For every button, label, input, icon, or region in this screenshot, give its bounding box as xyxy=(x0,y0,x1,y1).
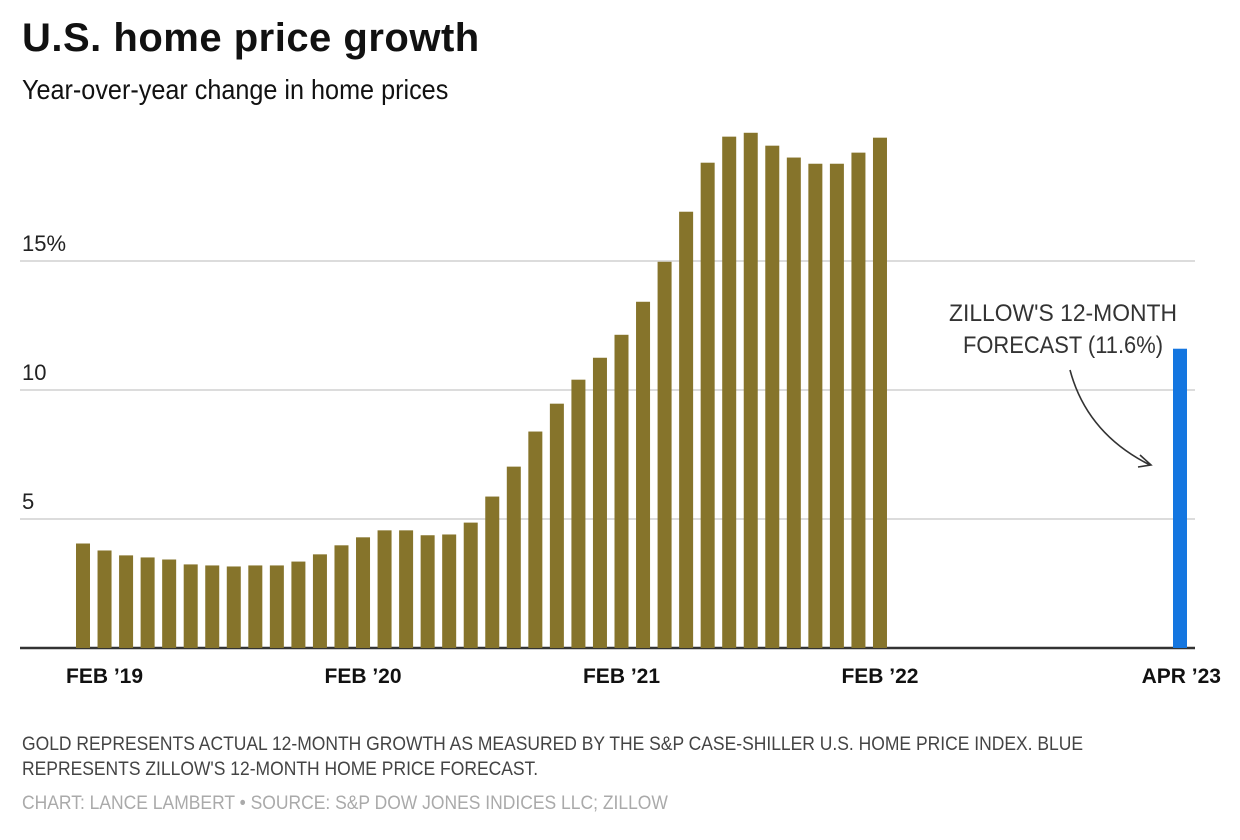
x-tick-label: FEB ’19 xyxy=(66,665,143,688)
bar-actual xyxy=(485,496,500,648)
bar-forecast xyxy=(1173,348,1187,648)
bar-actual xyxy=(420,535,435,648)
bar-actual xyxy=(377,530,392,648)
y-tick-label: 5 xyxy=(22,489,34,514)
bar-actual xyxy=(334,545,349,648)
bar-actual xyxy=(226,566,241,648)
bar-actual xyxy=(657,261,672,648)
bar-actual xyxy=(205,565,220,648)
bar-actual xyxy=(506,466,521,648)
bar-actual xyxy=(312,554,327,648)
bar-actual xyxy=(786,157,801,649)
bar-actual xyxy=(97,550,112,648)
bar-actual xyxy=(76,543,90,648)
bar-actual xyxy=(399,530,414,648)
bar-actual xyxy=(592,357,607,648)
chart-subtitle: Year-over-year change in home prices xyxy=(22,74,449,105)
bar-actual xyxy=(140,557,155,648)
bar-actual xyxy=(248,565,263,648)
bar-actual xyxy=(183,564,198,648)
chart-footnote: GOLD REPRESENTS ACTUAL 12-MONTH GROWTH A… xyxy=(22,734,1084,780)
x-tick-label: APR ’23 xyxy=(1142,665,1221,688)
bar-actual xyxy=(549,403,564,648)
bar-actual xyxy=(679,211,694,649)
bar-actual xyxy=(291,561,306,648)
x-tick-label: FEB ’21 xyxy=(583,665,660,688)
bar-actual xyxy=(463,522,478,648)
bar-actual xyxy=(356,537,371,648)
bar-actual xyxy=(829,163,844,648)
annotation-arrow-icon xyxy=(1069,369,1153,468)
bar-actual xyxy=(722,136,737,649)
bar-actual xyxy=(700,162,715,648)
forecast-annotation: ZILLOW'S 12-MONTH FORECAST (11.6%) xyxy=(949,300,1177,468)
x-tick-label: FEB ’22 xyxy=(841,665,918,688)
y-tick-label: 15% xyxy=(22,231,66,256)
bar-actual xyxy=(528,431,543,648)
bar-actual xyxy=(765,145,780,648)
bar-actual xyxy=(119,555,134,648)
chart-title: U.S. home price growth xyxy=(22,16,480,60)
bar-actual xyxy=(614,334,629,648)
x-tick-label: FEB ’20 xyxy=(325,665,402,688)
bar-actual xyxy=(571,379,586,648)
bar-actual xyxy=(872,137,887,648)
bar-chart: 5 10 15% FEB ’19 FEB ’20 FEB ’21 FEB ’22 APR ’… xyxy=(20,132,1221,688)
bar-actual xyxy=(162,559,177,648)
bar-actual xyxy=(636,301,651,648)
y-tick-label: 10 xyxy=(22,360,46,385)
annotation-line-2: FORECAST (11.6%) xyxy=(963,332,1163,359)
bar-actual xyxy=(851,152,866,648)
bar-actual xyxy=(808,163,823,648)
bar-actual xyxy=(743,132,758,649)
bar-actual xyxy=(269,565,284,648)
bar-actual xyxy=(442,534,457,648)
annotation-line-1: ZILLOW'S 12-MONTH xyxy=(949,300,1177,327)
chart-credit: CHART: LANCE LAMBERT • SOURCE: S&P DOW J… xyxy=(22,793,668,814)
